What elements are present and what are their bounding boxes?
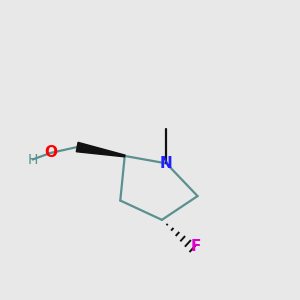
Text: N: N [160,156,173,171]
Text: F: F [191,239,201,254]
Polygon shape [76,142,125,157]
Text: H: H [27,152,38,167]
Text: O: O [44,146,57,160]
